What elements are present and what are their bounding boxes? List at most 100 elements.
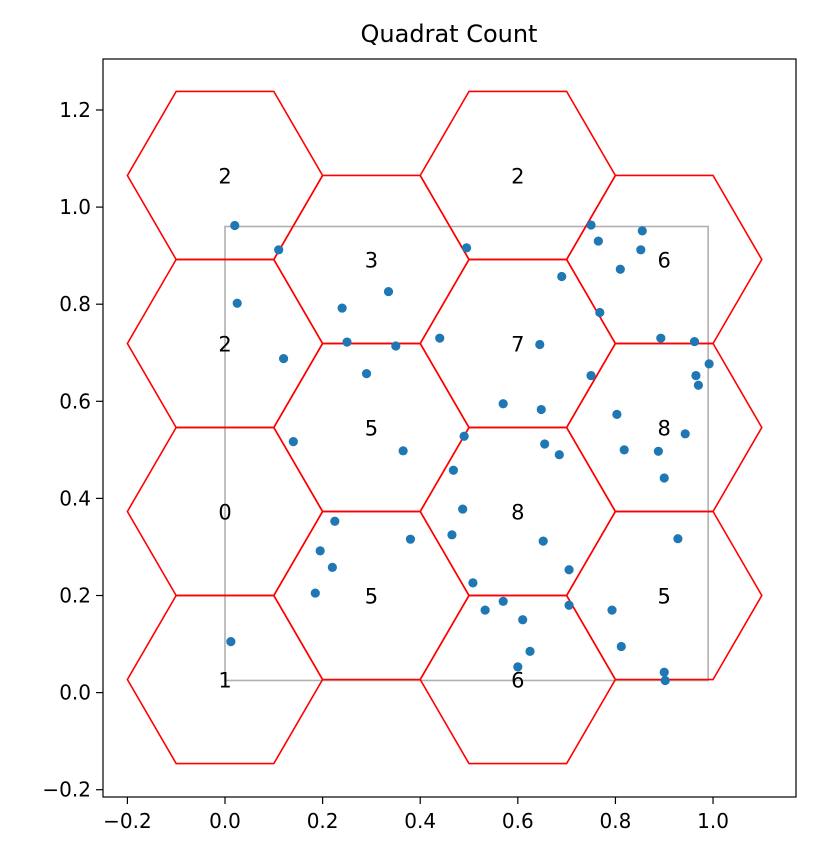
data-point [680, 429, 690, 439]
data-point [704, 359, 714, 369]
data-point [593, 236, 603, 246]
data-point [226, 637, 236, 647]
data-point [405, 534, 416, 544]
data-point [636, 245, 646, 255]
data-point [586, 370, 596, 381]
data-point [586, 220, 596, 230]
data-point [637, 226, 647, 236]
x-tick-label: 1.0 [697, 809, 729, 833]
y-tick-label: 1.0 [59, 195, 91, 219]
data-point [458, 504, 468, 514]
data-point [615, 264, 625, 274]
data-point [693, 380, 703, 390]
data-point [232, 298, 242, 308]
data-point [595, 307, 605, 318]
plot-frame [102, 58, 797, 798]
quadrat-count-label: 5 [658, 585, 671, 609]
y-tick-label: 0.0 [59, 681, 91, 705]
x-tick-label: −0.2 [103, 809, 152, 833]
quadrat-count-label: 5 [365, 417, 378, 441]
data-point [660, 675, 670, 686]
y-tick-label: 0.6 [59, 389, 91, 413]
data-point [461, 243, 472, 253]
data-point [391, 341, 401, 351]
quadrat-count-label: 2 [511, 165, 524, 189]
data-point [435, 333, 445, 343]
data-point [535, 339, 545, 350]
data-point [564, 565, 574, 575]
data-point [513, 662, 523, 672]
points-layer [226, 220, 714, 686]
hexagon-quadrats-layer [126, 90, 763, 765]
data-point [564, 600, 574, 610]
data-point [230, 220, 240, 231]
data-point [689, 336, 700, 347]
data-point [447, 530, 457, 540]
data-point [656, 333, 666, 343]
data-point [459, 431, 469, 441]
quadrat-count-label: 3 [365, 249, 378, 273]
chart-title: Quadrat Count [361, 20, 538, 48]
y-tick-label: 1.2 [59, 98, 91, 122]
data-point [673, 534, 683, 544]
quadrat-count-label: 1 [218, 669, 231, 693]
data-point [607, 605, 617, 615]
data-point [536, 404, 546, 415]
y-tick-label: 0.2 [59, 584, 91, 608]
data-point [554, 450, 564, 460]
y-tick-label: 0.4 [59, 486, 91, 510]
quadrat-count-label: 8 [511, 501, 524, 525]
bounding-box [224, 225, 709, 682]
data-point [557, 271, 567, 282]
data-point [659, 473, 669, 483]
data-point [337, 303, 347, 313]
quadrat-count-label: 7 [511, 333, 524, 357]
data-point [398, 446, 408, 456]
data-point [315, 546, 325, 556]
quadrat-count-label: 8 [658, 417, 671, 441]
quadrat-count-label: 6 [658, 249, 671, 273]
data-point [540, 439, 550, 449]
data-point [361, 369, 372, 379]
data-point [342, 337, 352, 347]
data-point [612, 409, 622, 420]
x-tick-label: 0.4 [404, 809, 436, 833]
x-tick-label: 0.8 [600, 809, 632, 833]
x-tick-label: 0.0 [209, 809, 241, 833]
quadrat-count-label: 0 [218, 501, 231, 525]
data-point [691, 370, 701, 381]
data-point [330, 516, 340, 526]
y-axis-ticks: −0.2 0.0 0.2 0.4 0.6 0.8 1.0 1.2 [42, 98, 103, 802]
data-point [448, 465, 459, 475]
data-point [480, 605, 490, 615]
hexagon-quadrat [126, 594, 324, 765]
data-point [383, 286, 394, 297]
data-point [288, 436, 298, 447]
data-point [274, 245, 284, 255]
y-tick-label: −0.2 [42, 778, 91, 802]
quadrat-count-label: 2 [218, 333, 231, 357]
data-point [659, 667, 669, 677]
data-point [653, 446, 663, 456]
data-point [310, 588, 320, 598]
data-point [278, 353, 289, 364]
quadrat-counts-layer: 2 2 3 6 2 7 5 8 0 8 5 5 1 6 [218, 165, 671, 693]
data-point [619, 445, 629, 455]
data-point [525, 646, 535, 656]
bounding-box-layer [224, 225, 709, 682]
data-point [498, 399, 508, 409]
data-point [616, 641, 626, 652]
data-point [498, 596, 508, 606]
quadrat-count-label: 6 [511, 669, 524, 693]
x-axis-ticks: −0.2 0.0 0.2 0.4 0.6 0.8 1.0 [103, 797, 729, 833]
quadrat-count-label: 5 [365, 585, 378, 609]
x-tick-label: 0.2 [307, 809, 339, 833]
data-point [327, 562, 337, 572]
data-point [538, 536, 548, 546]
data-point [468, 578, 478, 588]
quadrat-count-label: 2 [218, 165, 231, 189]
x-tick-label: 0.6 [502, 809, 534, 833]
y-tick-label: 0.8 [59, 292, 91, 316]
hexagon-quadrat [419, 594, 617, 765]
